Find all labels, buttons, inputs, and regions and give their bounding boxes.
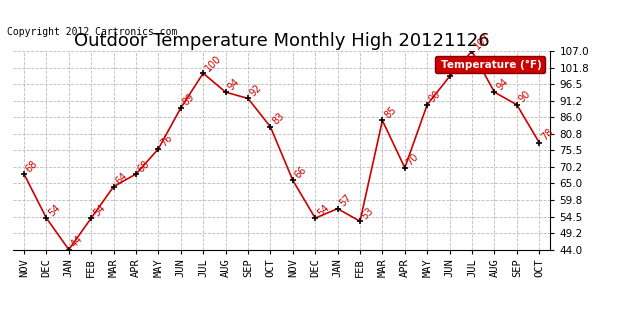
- Text: 54: 54: [91, 202, 107, 218]
- Text: 94: 94: [226, 76, 241, 92]
- Text: 53: 53: [360, 205, 376, 221]
- Text: 66: 66: [292, 164, 308, 180]
- Text: 68: 68: [24, 158, 40, 174]
- Text: 100: 100: [204, 53, 223, 73]
- Text: 64: 64: [114, 171, 129, 187]
- Text: 90: 90: [517, 89, 532, 105]
- Text: 76: 76: [158, 133, 174, 149]
- Text: 90: 90: [428, 89, 443, 105]
- Text: 94: 94: [494, 76, 510, 92]
- Text: 78: 78: [539, 127, 555, 142]
- Text: Copyright 2012 Cartronics.com: Copyright 2012 Cartronics.com: [8, 28, 178, 37]
- Text: 57: 57: [338, 193, 353, 209]
- Legend: Temperature (°F): Temperature (°F): [435, 56, 545, 73]
- Text: 54: 54: [315, 202, 331, 218]
- Text: 70: 70: [404, 152, 420, 168]
- Title: Outdoor Temperature Monthly High 20121126: Outdoor Temperature Monthly High 2012112…: [74, 32, 490, 50]
- Text: 89: 89: [180, 92, 196, 108]
- Text: 107: 107: [472, 31, 492, 51]
- Text: 83: 83: [270, 111, 286, 127]
- Text: 68: 68: [136, 158, 152, 174]
- Text: 99: 99: [449, 61, 465, 76]
- Text: 92: 92: [248, 83, 264, 99]
- Text: 44: 44: [69, 234, 84, 250]
- Text: 85: 85: [383, 105, 398, 121]
- Text: 54: 54: [46, 202, 62, 218]
